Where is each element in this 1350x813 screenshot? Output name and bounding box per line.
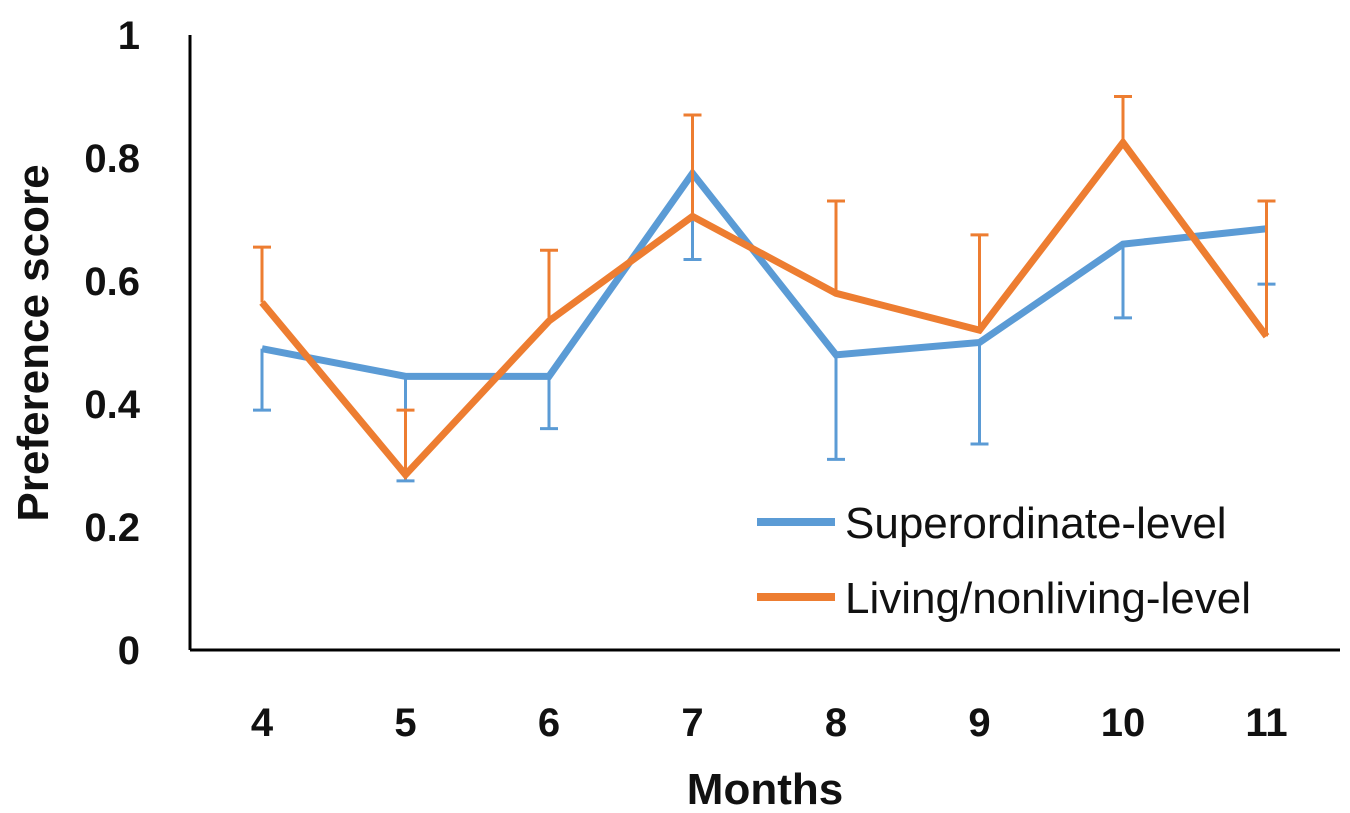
- y-axis-title: Preference score: [9, 164, 58, 521]
- x-tick-label: 4: [251, 701, 274, 745]
- axes: [188, 35, 1340, 652]
- series-living-nonliving-level: [253, 95, 1276, 481]
- series-superordinate-level: [253, 167, 1276, 483]
- series-layer: [253, 95, 1276, 483]
- y-tick-label: 0.8: [84, 137, 140, 181]
- y-tick-label: 0: [118, 629, 140, 673]
- y-tick-label: 1: [118, 14, 140, 58]
- legend: Superordinate-level Living/nonliving-leve…: [757, 499, 1251, 623]
- legend-label: Superordinate-level: [845, 499, 1227, 548]
- x-tick-label: 9: [968, 701, 990, 745]
- x-tick-labels: 4 5 6 7 8 9 10 11: [251, 701, 1288, 745]
- series-line: [259, 136, 1270, 481]
- x-tick-label: 11: [1245, 701, 1287, 745]
- y-tick-label: 0.4: [84, 383, 140, 427]
- legend-label: Living/nonliving-level: [845, 574, 1251, 623]
- series-line: [261, 167, 1267, 380]
- x-tick-label: 7: [681, 701, 703, 745]
- x-tick-label: 6: [538, 701, 560, 745]
- x-tick-label: 8: [825, 701, 847, 745]
- y-tick-label: 0.6: [84, 260, 140, 304]
- x-tick-label: 10: [1101, 701, 1146, 745]
- y-tick-labels: 0 0.2 0.4 0.6 0.8 1: [84, 14, 140, 673]
- x-tick-label: 5: [394, 701, 416, 745]
- x-axis-title: Months: [687, 765, 843, 813]
- y-tick-label: 0.2: [84, 506, 140, 550]
